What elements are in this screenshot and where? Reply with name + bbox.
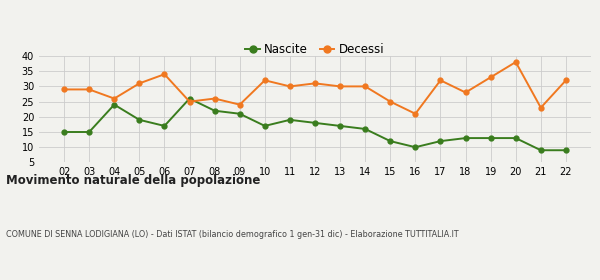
Text: COMUNE DI SENNA LODIGIANA (LO) - Dati ISTAT (bilancio demografico 1 gen-31 dic) : COMUNE DI SENNA LODIGIANA (LO) - Dati IS… — [6, 230, 458, 239]
Text: Movimento naturale della popolazione: Movimento naturale della popolazione — [6, 174, 260, 186]
Legend: Nascite, Decessi: Nascite, Decessi — [241, 38, 389, 61]
